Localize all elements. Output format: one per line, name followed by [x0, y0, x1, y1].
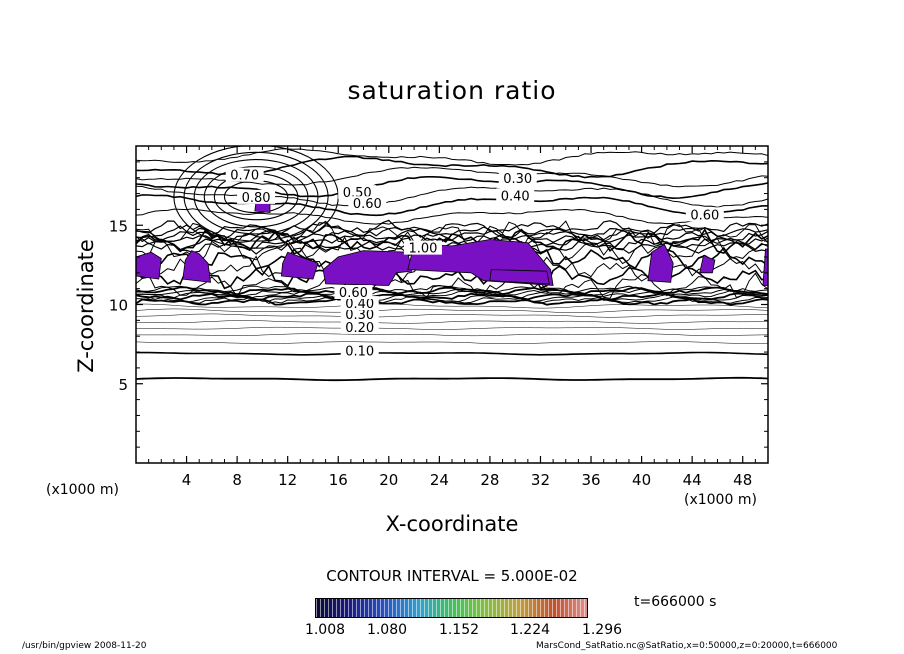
shaded-region	[280, 251, 319, 280]
contour-line	[136, 351, 768, 356]
contour-label-8: 0.60	[353, 197, 382, 212]
contour-line	[136, 208, 768, 225]
contour-line	[136, 225, 768, 240]
chart-title: saturation ratio	[347, 76, 557, 105]
x-tick-label: 24	[430, 471, 449, 489]
colorbar-tick-label: 1.008	[304, 622, 346, 638]
contour-label-9: 0.30	[503, 172, 532, 187]
contour-label-bg	[403, 240, 442, 255]
contour-line	[136, 176, 768, 200]
contour-label-bg	[498, 170, 537, 185]
colorbar-tick-label: 1.152	[438, 622, 480, 638]
contour-line	[136, 297, 768, 306]
contour-line	[136, 272, 768, 299]
contour-line	[136, 166, 768, 188]
contour-line	[136, 229, 768, 243]
contour-label-3: 0.40	[345, 297, 374, 312]
contour-label-bg	[338, 185, 377, 200]
contour-label-bg	[340, 307, 379, 322]
x-tick-label: 12	[278, 471, 297, 489]
contour-label-12: 1.00	[408, 242, 437, 257]
contour-label-bg	[685, 207, 724, 222]
x-tick-label: 32	[531, 471, 550, 489]
colorbar-tick-label: 1.224	[509, 622, 551, 638]
shaded-region	[762, 248, 768, 286]
contour-line	[136, 308, 768, 313]
supersaturation-regions	[136, 201, 768, 286]
y-axis-unit: (x1000 m)	[46, 482, 119, 498]
x-axis-unit: (x1000 m)	[684, 492, 757, 508]
contour-label-0: 0.10	[345, 345, 374, 360]
contour-labels: 0.100.200.300.400.600.700.80 0.500.600.30…	[225, 167, 724, 360]
contour-line	[136, 333, 768, 337]
x-tick-label: 4	[182, 471, 192, 489]
y-tick-label: 10	[109, 297, 128, 315]
contour-line	[136, 288, 768, 297]
shaded-region	[699, 254, 716, 274]
x-tick-label: 16	[329, 471, 348, 489]
contour-label-1: 0.20	[345, 321, 374, 336]
contour-line	[203, 166, 309, 228]
contour-interval-text: CONTOUR INTERVAL = 5.000E-02	[326, 567, 578, 585]
y-axis-label: Z-coordinate	[74, 239, 98, 373]
y-axis-ticks: 5 10 15	[109, 161, 768, 448]
x-tick-label: 8	[232, 471, 242, 489]
contour-label-2: 0.30	[345, 308, 374, 323]
x-tick-label: 28	[480, 471, 499, 489]
shaded-region	[647, 243, 674, 283]
contour-label-10: 0.40	[501, 189, 530, 204]
plot-frame	[135, 145, 769, 464]
contour-label-bg	[237, 189, 276, 204]
x-tick-label: 20	[379, 471, 398, 489]
contour-label-bg	[340, 296, 379, 311]
contour-label-5: 0.70	[230, 169, 259, 184]
x-tick-label: 48	[733, 471, 752, 489]
shaded-region	[322, 250, 413, 286]
shaded-region	[182, 250, 212, 283]
x-tick-label: 36	[581, 471, 600, 489]
time-label: t=666000 s	[634, 594, 717, 610]
contour-label-bg	[225, 167, 264, 182]
contour-line	[136, 148, 768, 166]
contour-line	[136, 341, 768, 344]
contour-label-bg	[340, 343, 379, 358]
x-axis-label: X-coordinate	[385, 512, 519, 536]
contour-line	[136, 185, 768, 208]
footer-right: MarsCond_SatRatio.nc@SatRatio,x=0:50000,…	[536, 641, 838, 651]
contour-line	[136, 326, 768, 330]
contour-line	[136, 286, 768, 296]
contour-line	[136, 303, 768, 309]
contour-label-4: 0.60	[339, 286, 368, 301]
contour-line	[136, 313, 768, 318]
colorbar	[315, 598, 588, 618]
contour-label-bg	[496, 188, 535, 203]
colorbar-tick-label: 1.296	[581, 622, 623, 638]
footer-left: /usr/bin/gpview 2008-11-20	[22, 641, 147, 651]
contour-line	[183, 151, 329, 242]
contour-line	[193, 158, 319, 235]
contour-line	[136, 239, 768, 255]
contour-label-bg	[348, 196, 387, 211]
contour-line	[136, 376, 768, 382]
contour-line	[136, 320, 768, 324]
contour-label-bg	[334, 284, 373, 299]
contour-line	[136, 293, 768, 303]
contour-label-bg	[340, 319, 379, 334]
contour-label-6: 0.80	[242, 191, 271, 206]
shaded-region	[489, 269, 550, 285]
y-tick-label: 5	[118, 376, 128, 394]
shaded-region	[136, 251, 162, 280]
x-tick-label: 44	[683, 471, 702, 489]
contour-label-11: 0.60	[690, 208, 719, 223]
colorbar-tick-label: 1.080	[366, 622, 408, 638]
x-axis-ticks: 4 8 12 16 20 24 28 32 36 40 44 48	[148, 146, 756, 489]
contour-line	[136, 219, 768, 235]
x-tick-label: 40	[632, 471, 651, 489]
y-tick-label: 15	[109, 217, 128, 235]
